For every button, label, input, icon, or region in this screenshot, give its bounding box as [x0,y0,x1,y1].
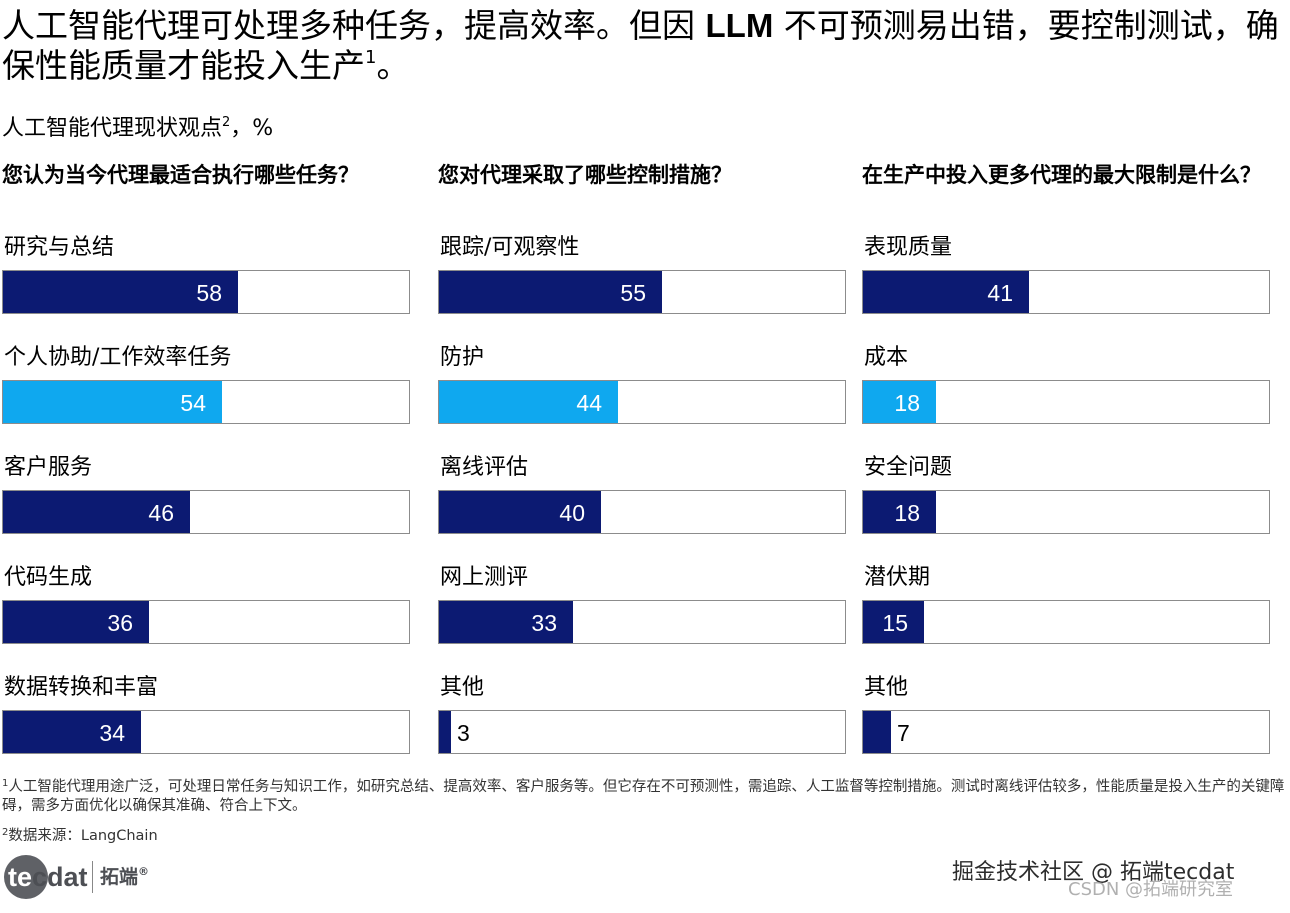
bar-track: 36 [2,600,410,644]
bar-track: 18 [862,380,1270,424]
source-note: 2数据来源：LangChain [2,827,158,845]
bar-track: 18 [862,490,1270,534]
category-label: 代码生成 [4,565,93,590]
bar-track: 54 [2,380,410,424]
category-label: 离线评估 [440,455,529,480]
bar-track: 46 [2,490,410,534]
bar-track: 55 [438,270,846,314]
bar [863,601,924,643]
brand-logo: tecdat 拓端® [4,855,149,899]
bar-track: 41 [862,270,1270,314]
data-label: 15 [882,610,908,636]
data-label: 18 [894,390,920,416]
category-label: 成本 [864,345,909,370]
question-title: 您对代理采取了哪些控制措施？ [438,163,732,187]
bar-track: 15 [862,600,1270,644]
bar-track: 40 [438,490,846,534]
category-label: 个人协助/工作效率任务 [4,345,232,370]
category-label: 网上测评 [440,565,529,590]
bar-track: 3 [438,710,846,754]
category-label: 潜伏期 [864,565,931,590]
logo-chinese-name: 拓端® [100,865,150,888]
category-label: 其他 [864,675,909,700]
bar [439,491,601,533]
bar [863,271,1029,313]
question-title: 在生产中投入更多代理的最大限制是什么？ [862,163,1261,187]
data-label: 54 [180,390,206,416]
logo-divider [92,861,93,893]
data-label: 40 [559,500,585,526]
data-label: 3 [457,720,470,746]
data-label: 7 [897,720,910,746]
bar [3,711,141,753]
bar-track: 7 [862,710,1270,754]
chart-panel-tasks: 您认为当今代理最适合执行哪些任务？ 研究与总结 58 个人协助/工作效率任务 54 客户… [2,162,432,754]
bar [3,381,222,423]
logo-wordmark: tecdat [8,862,88,892]
category-label: 防护 [440,345,485,370]
data-label: 44 [576,390,602,416]
data-label: 34 [99,720,125,746]
data-label: 41 [987,280,1013,306]
data-label: 33 [531,610,557,636]
bar-track: 33 [438,600,846,644]
data-label: 46 [148,500,174,526]
category-label: 安全问题 [864,455,953,480]
bar-track: 44 [438,380,846,424]
watermark-juejin: 掘金技术社区 @ 拓端tecdat [952,860,1235,885]
question-title: 您认为当今代理最适合执行哪些任务？ [2,163,359,187]
data-label: 55 [620,280,646,306]
chart-subtitle: 人工智能代理现状观点2，% [2,115,274,141]
bar [439,381,618,423]
bar [439,271,662,313]
bar [3,491,190,533]
bar-track: 34 [2,710,410,754]
category-label: 其他 [440,675,485,700]
logo-circle-icon [4,855,48,899]
data-label: 58 [196,280,222,306]
bar-track: 58 [2,270,410,314]
data-label: 18 [894,500,920,526]
chart-panel-controls: 您对代理采取了哪些控制措施？ 跟踪/可观察性 55 防护 44 离线评估 40 网上测评 33… [438,162,858,754]
bar [439,711,451,753]
bar [3,271,238,313]
category-label: 研究与总结 [4,235,115,260]
bar [863,711,891,753]
bar [3,601,149,643]
category-label: 客户服务 [4,455,93,480]
category-label: 数据转换和丰富 [4,675,159,700]
watermark-csdn: CSDN @拓端研究室 [1068,879,1234,900]
footnote: 1人工智能代理用途广泛，可处理日常任务与知识工作，如研究总结、提高效率、客户服务… [2,778,1285,815]
bar [863,491,936,533]
category-label: 跟踪/可观察性 [440,235,580,260]
chart-panel-limits: 在生产中投入更多代理的最大限制是什么？ 表现质量 41 成本 18 安全问题 18 潜伏期 1… [862,162,1282,754]
bar [439,601,573,643]
headline: 人工智能代理可处理多种任务，提高效率。但因 LLM 不可预测易出错，要控制测试，… [2,6,1279,85]
category-label: 表现质量 [864,235,953,260]
bar [863,381,936,423]
data-label: 36 [107,610,133,636]
